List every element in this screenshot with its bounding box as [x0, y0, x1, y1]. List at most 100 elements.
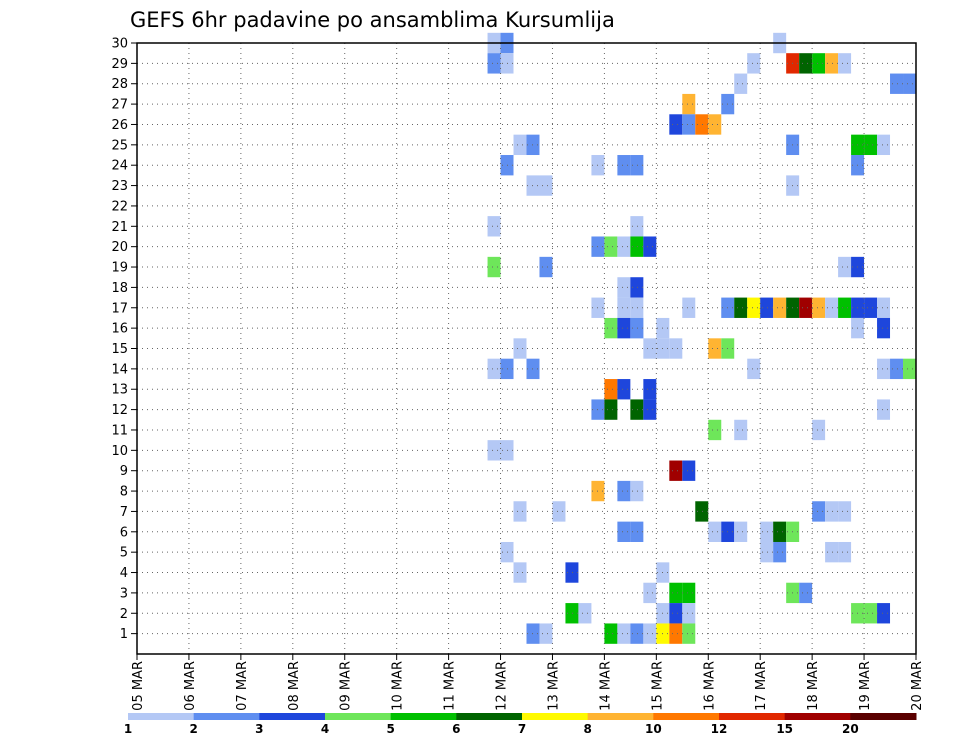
colorbar-label: 4: [321, 722, 329, 736]
heatmap-cell: [682, 460, 696, 481]
x-tick-label: 14 MAR: [598, 661, 613, 711]
heatmap-cell: [643, 379, 657, 400]
heatmap-cell: [539, 256, 553, 278]
y-tick-label: 28: [111, 77, 128, 92]
x-tick-label: 06 MAR: [183, 661, 198, 711]
heatmap-cell: [864, 134, 878, 156]
heatmap-cell: [487, 440, 501, 461]
x-tick-label: 18 MAR: [806, 661, 821, 711]
heatmap-cell: [708, 114, 722, 135]
heatmap-cell: [617, 480, 631, 502]
heatmap-cell: [630, 317, 644, 339]
heatmap-cell: [604, 317, 618, 339]
colorbar-swatch: [653, 713, 720, 720]
grid-lines: [137, 42, 916, 654]
heatmap-cells: [487, 32, 916, 644]
heatmap-cell: [708, 521, 722, 542]
heatmap-cell: [760, 297, 774, 318]
heatmap-cell: [773, 541, 787, 563]
heatmap-cell: [838, 501, 852, 522]
heatmap-cell: [877, 134, 891, 156]
heatmap-cell: [617, 297, 631, 318]
heatmap-cell: [838, 541, 852, 563]
x-tick-label: 10 MAR: [391, 661, 406, 711]
heatmap-cell: [747, 297, 761, 318]
y-tick-label: 21: [111, 220, 128, 235]
x-tick-label: 12 MAR: [495, 661, 510, 711]
heatmap-cell: [799, 582, 813, 604]
colorbar-label: 2: [189, 722, 197, 736]
heatmap-cell: [604, 399, 618, 420]
heatmap-cell: [630, 623, 644, 644]
heatmap-cell: [864, 603, 878, 624]
x-tick-label: 19 MAR: [858, 661, 873, 711]
y-tick-label: 13: [111, 383, 128, 398]
heatmap-cell: [565, 562, 579, 583]
heatmap-cell: [682, 603, 696, 624]
heatmap-cell: [864, 297, 878, 318]
heatmap-cell: [643, 582, 657, 604]
heatmap-cell: [617, 623, 631, 644]
y-tick-label: 22: [111, 199, 128, 214]
heatmap-cell: [825, 541, 839, 563]
y-tick-label: 20: [111, 240, 128, 255]
y-tick-label: 17: [111, 301, 128, 316]
heatmap-cell: [643, 623, 657, 644]
heatmap-cell: [890, 73, 904, 94]
y-tick-label: 18: [111, 281, 128, 296]
heatmap-cell: [825, 501, 839, 522]
heatmap-cell: [903, 73, 916, 94]
heatmap-cell: [669, 623, 683, 644]
heatmap-cell: [825, 297, 839, 318]
heatmap-cell: [669, 603, 683, 624]
y-tick-label: 10: [111, 444, 128, 459]
heatmap-cell: [617, 317, 631, 339]
heatmap-cell: [565, 603, 579, 624]
heatmap-cell: [747, 358, 761, 380]
colorbar: 1 2 3 4 5 6 7 8 10 12 15 20: [124, 713, 917, 736]
heatmap-cell: [630, 236, 644, 257]
heatmap-cell: [630, 297, 644, 318]
colorbar-label: 7: [518, 722, 526, 736]
colorbar-label: 12: [711, 722, 728, 736]
x-tick-label: 16 MAR: [702, 661, 717, 711]
heatmap-cell: [604, 623, 618, 644]
heatmap-cell: [838, 53, 852, 74]
y-tick-label: 16: [111, 322, 128, 337]
heatmap-cell: [487, 216, 501, 237]
heatmap-cell: [682, 582, 696, 604]
heatmap-cell: [630, 277, 644, 298]
heatmap-cell: [708, 419, 722, 441]
heatmap-cell: [630, 480, 644, 502]
heatmap-cell: [617, 155, 631, 176]
heatmap-cell: [669, 338, 683, 359]
heatmap-cell: [578, 603, 592, 624]
heatmap-cell: [812, 53, 826, 74]
x-tick-label: 20 MAR: [910, 661, 925, 711]
heatmap-cell: [643, 399, 657, 420]
y-tick-label: 12: [111, 403, 128, 418]
heatmap-cell: [877, 603, 891, 624]
heatmap-cell: [838, 297, 852, 318]
heatmap-cell: [513, 501, 527, 522]
y-tick-label: 8: [120, 485, 128, 500]
y-tick-label: 30: [111, 37, 128, 52]
heatmap-cell: [812, 297, 826, 318]
y-tick-label: 5: [120, 546, 128, 561]
heatmap-cell: [539, 175, 553, 196]
heatmap-cell: [643, 236, 657, 257]
heatmap-cell: [734, 73, 748, 94]
heatmap-cell: [630, 155, 644, 176]
heatmap-cell: [617, 277, 631, 298]
heatmap-cell: [604, 236, 618, 257]
heatmap-cell: [695, 501, 709, 522]
heatmap-cell: [682, 623, 696, 644]
heatmap-cell: [773, 521, 787, 542]
heatmap-cell: [513, 338, 527, 359]
y-tick-label: 6: [120, 525, 128, 540]
colorbar-label: 20: [842, 722, 859, 736]
heatmap-cell: [812, 501, 826, 522]
heatmap-cell: [669, 460, 683, 481]
colorbar-swatch: [850, 713, 917, 720]
